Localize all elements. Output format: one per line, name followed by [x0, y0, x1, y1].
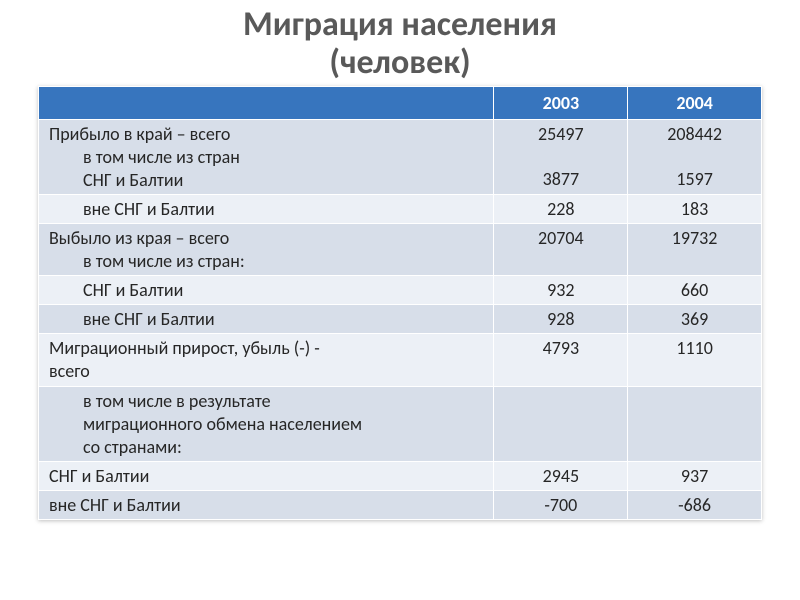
- cell-2003: 932: [494, 276, 628, 305]
- cell-2003: 228: [494, 195, 628, 224]
- slide: Миграция населения (человек) 2003 2004 П…: [0, 0, 800, 600]
- cell-value: 208442: [638, 123, 751, 146]
- cell-2004: 369: [628, 305, 762, 334]
- row-label-line: СНГ и Балтии: [49, 279, 183, 302]
- row-label: вне СНГ и Балтии: [39, 305, 494, 334]
- migration-table-wrap: 2003 2004 Прибыло в край – всего в том ч…: [38, 86, 762, 520]
- cell-value: 3877: [504, 168, 617, 191]
- row-label: в том числе в результате миграционного о…: [39, 386, 494, 461]
- row-label-line: в том числе из стран: [49, 146, 240, 169]
- migration-table: 2003 2004 Прибыло в край – всего в том ч…: [38, 86, 762, 520]
- row-label-line: в том числе в результате: [49, 390, 271, 413]
- cell-2004: 660: [628, 276, 762, 305]
- row-label-line: миграционного обмена населением: [49, 413, 362, 436]
- table-header-row: 2003 2004: [39, 87, 762, 120]
- table-row: Выбыло из края – всего в том числе из ст…: [39, 224, 762, 276]
- cell-2003: 20704: [494, 224, 628, 276]
- table-row: в том числе в результате миграционного о…: [39, 386, 762, 461]
- header-year-1: 2003: [494, 87, 628, 120]
- row-label: вне СНГ и Балтии: [39, 195, 494, 224]
- row-label: Прибыло в край – всего в том числе из ст…: [39, 120, 494, 195]
- table-row: Прибыло в край – всего в том числе из ст…: [39, 120, 762, 195]
- cell-2003: 25497 3877: [494, 120, 628, 195]
- row-label-line: Выбыло из края – всего: [49, 227, 229, 249]
- row-label-line: в том числе из стран:: [49, 250, 245, 273]
- title-line-1: Миграция населения: [40, 6, 760, 44]
- cell-2003: 928: [494, 305, 628, 334]
- cell-2004: -686: [628, 490, 762, 519]
- cell-2003: [494, 386, 628, 461]
- cell-2003: -700: [494, 490, 628, 519]
- row-label-line: всего: [49, 360, 90, 382]
- cell-2004: 937: [628, 461, 762, 490]
- table-row: вне СНГ и Балтии 928 369: [39, 305, 762, 334]
- row-label-line: Миграционный прирост, убыль (-) -: [49, 337, 320, 359]
- page-title: Миграция населения (человек): [0, 0, 800, 86]
- row-label-line: Прибыло в край – всего: [49, 123, 230, 145]
- cell-2004: [628, 386, 762, 461]
- cell-value: 1597: [638, 168, 751, 191]
- row-label: Миграционный прирост, убыль (-) - всего: [39, 334, 494, 386]
- cell-2003: 4793: [494, 334, 628, 386]
- cell-2004: 1110: [628, 334, 762, 386]
- cell-2003: 2945: [494, 461, 628, 490]
- row-label: СНГ и Балтии: [39, 276, 494, 305]
- cell-2004: 19732: [628, 224, 762, 276]
- row-label: СНГ и Балтии: [39, 461, 494, 490]
- row-label: Выбыло из края – всего в том числе из ст…: [39, 224, 494, 276]
- table-row: СНГ и Балтии 2945 937: [39, 461, 762, 490]
- table-row: Миграционный прирост, убыль (-) - всего …: [39, 334, 762, 386]
- row-label-line: вне СНГ и Балтии: [49, 198, 215, 221]
- row-label-line: со странами:: [49, 436, 182, 459]
- table-row: вне СНГ и Балтии 228 183: [39, 195, 762, 224]
- header-blank: [39, 87, 494, 120]
- row-label-line: СНГ и Балтии: [49, 169, 183, 192]
- table-row: вне СНГ и Балтии -700 -686: [39, 490, 762, 519]
- title-line-2: (человек): [40, 44, 760, 82]
- row-label: вне СНГ и Балтии: [39, 490, 494, 519]
- cell-value: 25497: [504, 123, 617, 146]
- row-label-line: вне СНГ и Балтии: [49, 308, 215, 331]
- cell-2004: 208442 1597: [628, 120, 762, 195]
- header-year-2: 2004: [628, 87, 762, 120]
- cell-2004: 183: [628, 195, 762, 224]
- table-row: СНГ и Балтии 932 660: [39, 276, 762, 305]
